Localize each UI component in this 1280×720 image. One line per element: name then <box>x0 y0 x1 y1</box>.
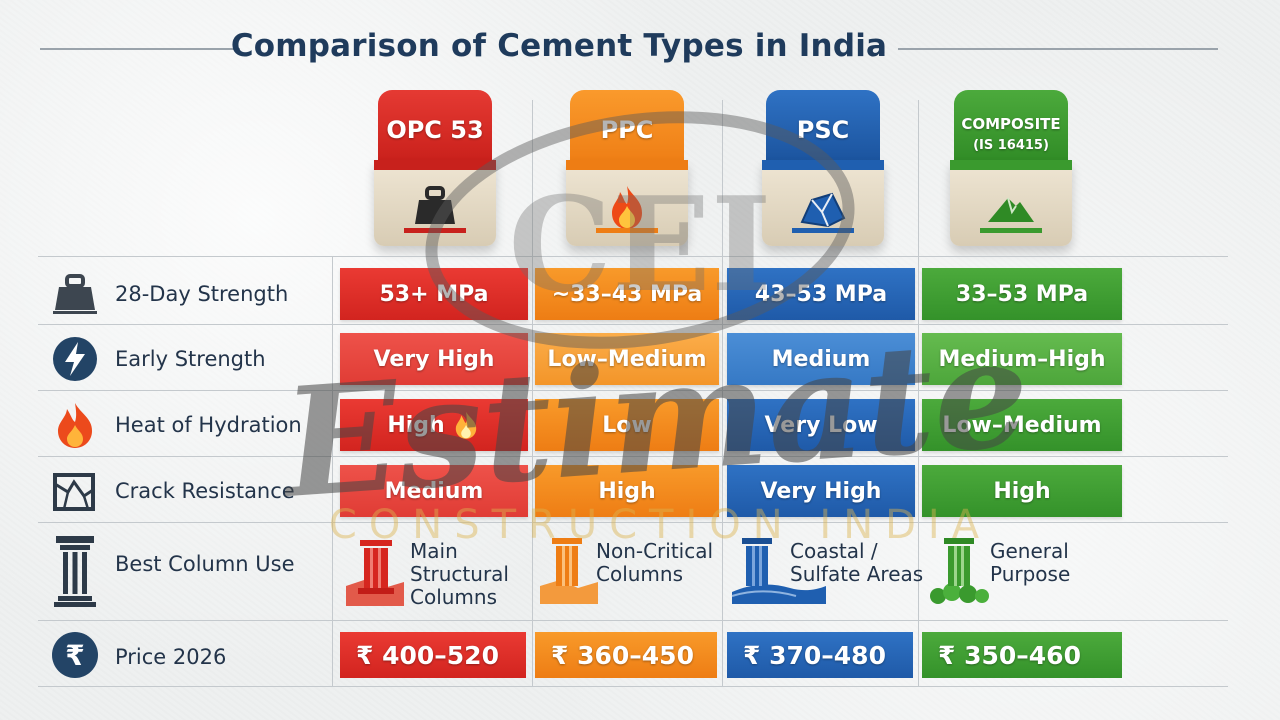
bag-top <box>570 90 684 166</box>
bag-label: COMPOSITE (IS 16415) <box>950 114 1072 156</box>
cell-heat-opc-text: High <box>387 412 445 438</box>
grid-line <box>38 324 1228 325</box>
cracked-block-icon <box>800 192 846 228</box>
cell-price-ppc: ₹ 360–450 <box>535 632 717 678</box>
row-label-early: Early Strength <box>115 347 266 371</box>
cell-early-psc: Medium <box>727 333 915 385</box>
bag-composite: COMPOSITE (IS 16415) <box>950 90 1072 248</box>
bag-label-main: COMPOSITE <box>961 115 1061 133</box>
bag-stripe <box>374 160 496 170</box>
row-label-price: Price 2026 <box>115 645 227 669</box>
flame-icon <box>455 411 476 439</box>
grid-line <box>38 390 1228 391</box>
svg-text:₹: ₹ <box>65 639 84 672</box>
use-opc-line3: Columns <box>410 585 498 609</box>
bag-bar <box>596 228 658 233</box>
grid-line <box>38 522 1228 523</box>
page-title: Comparison of Cement Types in India <box>230 28 888 64</box>
use-psc-line2: Sulfate Areas <box>790 562 924 586</box>
cell-price-opc: ₹ 400–520 <box>340 632 526 678</box>
weight-icon <box>53 274 97 314</box>
bag-stripe <box>950 160 1072 170</box>
cell-strength-psc: 43–53 MPa <box>727 268 915 320</box>
bag-psc: PSC <box>762 90 884 248</box>
use-opc-line1: Main <box>410 539 458 563</box>
bag-label-sub: (IS 16415) <box>973 138 1049 153</box>
grid-line <box>532 100 533 686</box>
grid-line <box>332 256 333 686</box>
bag-opc53: OPC 53 <box>374 90 496 248</box>
rupee-icon: ₹ <box>52 632 98 678</box>
cell-crack-psc: Very High <box>727 465 915 517</box>
flame-icon <box>58 403 92 448</box>
grid-line <box>38 686 1228 687</box>
row-label-strength: 28-Day Strength <box>115 282 289 306</box>
cell-price-composite: ₹ 350–460 <box>922 632 1122 678</box>
use-composite: General Purpose <box>990 540 1070 586</box>
bag-bar <box>980 228 1042 233</box>
title-rule-right <box>898 48 1218 50</box>
title-area: Comparison of Cement Types in India <box>0 18 1280 78</box>
row-label-crack: Crack Resistance <box>115 479 295 503</box>
mound-icon <box>988 197 1034 222</box>
use-ppc: Non-Critical Columns <box>596 540 713 586</box>
cell-crack-composite: High <box>922 465 1122 517</box>
bag-label: PSC <box>796 116 850 144</box>
bag-ppc: PPC <box>566 90 688 248</box>
bag-label: PPC <box>600 116 654 144</box>
lightning-icon <box>53 337 97 381</box>
column-icon <box>346 540 404 606</box>
grid-line <box>918 100 919 686</box>
cell-crack-ppc: High <box>535 465 719 517</box>
use-composite-line1: General <box>990 539 1069 563</box>
bag-stripe <box>762 160 884 170</box>
use-composite-line2: Purpose <box>990 562 1071 586</box>
cell-price-psc: ₹ 370–480 <box>727 632 913 678</box>
cell-heat-opc: High <box>340 399 528 451</box>
cell-early-opc: Very High <box>340 333 528 385</box>
bag-top <box>954 90 1068 166</box>
cell-strength-ppc: ~33–43 MPa <box>535 268 719 320</box>
cell-heat-psc: Very Low <box>727 399 915 451</box>
bag-bar <box>792 228 854 233</box>
use-opc-line2: Structural <box>410 562 509 586</box>
cell-crack-opc: Medium <box>340 465 528 517</box>
bag-top <box>766 90 880 166</box>
cell-heat-composite: Low–Medium <box>922 399 1122 451</box>
use-psc: Coastal / Sulfate Areas <box>790 540 923 586</box>
column-icon <box>54 536 96 607</box>
row-label-heat: Heat of Hydration <box>115 413 302 437</box>
bag-label: OPC 53 <box>386 116 484 144</box>
cell-early-composite: Medium–High <box>922 333 1122 385</box>
column-icon <box>731 538 826 604</box>
row-label-use: Best Column Use <box>115 552 295 576</box>
column-icon <box>540 538 598 604</box>
use-ppc-line2: Columns <box>596 562 684 586</box>
cell-heat-ppc: Low <box>535 399 719 451</box>
cracked-square-icon <box>53 473 95 511</box>
bag-top <box>378 90 492 166</box>
weight-icon <box>415 186 455 224</box>
cell-strength-composite: 33–53 MPa <box>922 268 1122 320</box>
grid-line <box>722 100 723 686</box>
bag-stripe <box>566 160 688 170</box>
column-icon <box>930 538 989 604</box>
cell-early-ppc: Low–Medium <box>535 333 719 385</box>
grid-line <box>38 456 1228 457</box>
cell-strength-opc: 53+ MPa <box>340 268 528 320</box>
use-opc: Main Structural Columns <box>410 540 509 609</box>
use-ppc-line1: Non-Critical <box>596 539 714 563</box>
grid-line <box>38 620 1228 621</box>
grid-line <box>38 256 1228 257</box>
use-psc-line1: Coastal / <box>790 539 878 563</box>
bag-bar <box>404 228 466 233</box>
title-rule-left <box>40 48 240 50</box>
flame-icon <box>612 186 642 229</box>
